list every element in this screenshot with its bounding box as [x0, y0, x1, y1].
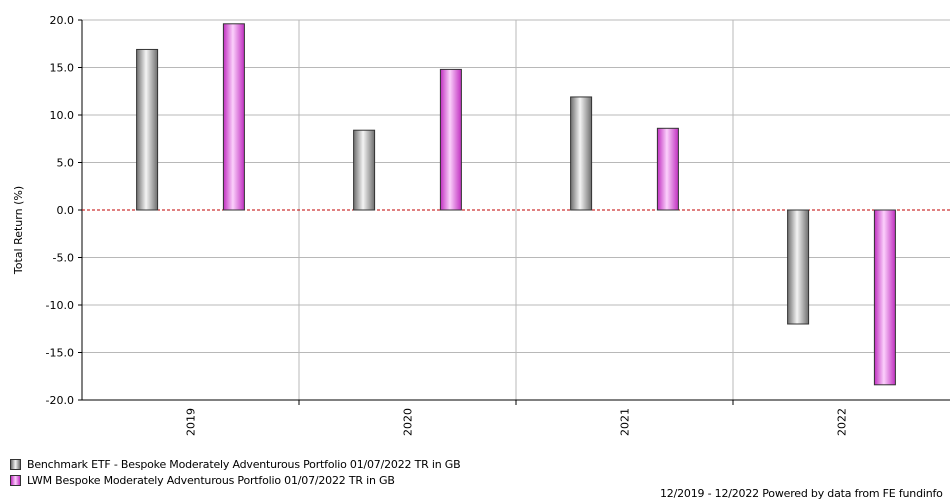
legend-label-lwm: LWM Bespoke Moderately Adventurous Portf…	[27, 474, 395, 487]
bar-benchmark-2021	[570, 96, 593, 211]
y-axis-title: Total Return (%)	[12, 186, 25, 275]
axes	[78, 19, 950, 405]
y-tick-label: -10.0	[46, 299, 74, 312]
y-tick-label: -5.0	[53, 252, 74, 265]
x-category-label: 2020	[402, 408, 415, 436]
bars	[136, 23, 896, 386]
y-tick-label: 20.0	[50, 14, 75, 27]
bar-lwm-2020	[439, 68, 462, 211]
y-tick-label: 10.0	[50, 109, 75, 122]
y-tick-label: -20.0	[46, 394, 74, 407]
x-category-label: 2021	[619, 408, 632, 436]
y-tick-label: -15.0	[46, 347, 74, 360]
legend-item-lwm: LWM Bespoke Moderately Adventurous Portf…	[10, 474, 395, 487]
legend-swatch-grey	[10, 459, 21, 470]
bar-lwm-2022	[873, 209, 896, 386]
x-category-label: 2022	[836, 408, 849, 436]
legend-label-benchmark: Benchmark ETF - Bespoke Moderately Adven…	[27, 458, 461, 471]
y-tick-label: 15.0	[50, 62, 75, 75]
bar-lwm-2019	[222, 23, 245, 211]
legend-swatch-pink	[10, 475, 21, 486]
legend-item-benchmark: Benchmark ETF - Bespoke Moderately Adven…	[10, 458, 461, 471]
y-tick-label: 5.0	[57, 157, 75, 170]
data-credit: 12/2019 - 12/2022 Powered by data from F…	[660, 487, 943, 500]
bar-benchmark-2020	[353, 129, 376, 211]
bar-benchmark-2019	[136, 48, 159, 211]
y-tick-label: 0.0	[57, 204, 75, 217]
bar-benchmark-2022	[787, 209, 810, 325]
x-category-label: 2019	[185, 408, 198, 436]
bar-lwm-2021	[656, 127, 679, 211]
axis-labels: 20.0 15.0 10.0 5.0 0.0 -5.0 -10.0 -15.0 -20.0 201…	[12, 14, 849, 436]
